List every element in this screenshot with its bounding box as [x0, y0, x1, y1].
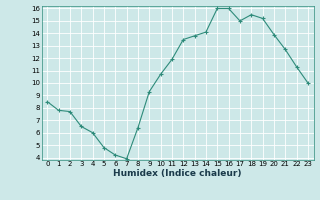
X-axis label: Humidex (Indice chaleur): Humidex (Indice chaleur)	[113, 169, 242, 178]
